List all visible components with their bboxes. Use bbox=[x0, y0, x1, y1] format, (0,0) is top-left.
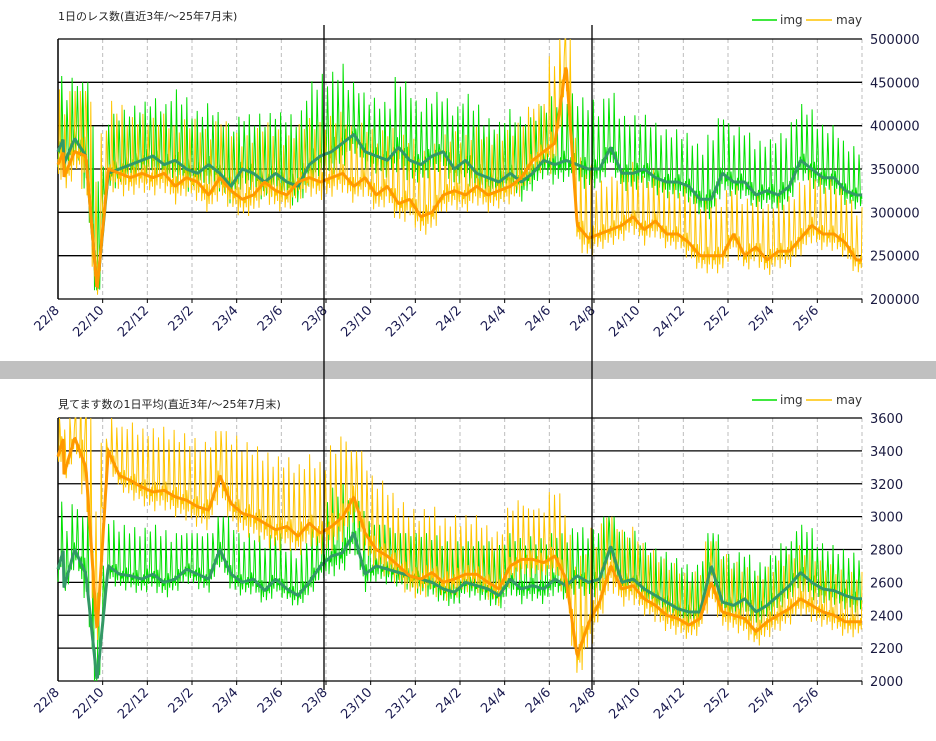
x-tick-label: 23/12 bbox=[383, 303, 420, 340]
y-tick-label: 350000 bbox=[870, 163, 920, 178]
y-tick-label: 450000 bbox=[870, 76, 920, 91]
x-tick-label: 23/10 bbox=[338, 303, 375, 340]
x-tick-label: 22/12 bbox=[115, 685, 152, 722]
x-tick-label: 25/2 bbox=[702, 685, 733, 716]
legend-may-label: may bbox=[836, 13, 862, 27]
x-tick-label: 24/10 bbox=[606, 685, 643, 722]
x-tick-label: 25/6 bbox=[791, 685, 822, 716]
x-tick-label: 22/12 bbox=[115, 303, 152, 340]
y-tick-label: 3600 bbox=[870, 412, 903, 427]
y-tick-label: 300000 bbox=[870, 206, 920, 221]
x-tick-label: 25/4 bbox=[746, 685, 777, 716]
y-tick-label: 2400 bbox=[870, 609, 903, 624]
x-tick-label: 24/6 bbox=[523, 685, 554, 716]
x-tick-label: 23/6 bbox=[255, 303, 286, 334]
y-tick-label: 2800 bbox=[870, 544, 903, 559]
x-tick-label: 24/12 bbox=[651, 685, 688, 722]
x-tick-label: 23/8 bbox=[300, 685, 331, 716]
chart-title: 見てます数の1日平均(直近3年/～25年7月末) bbox=[58, 397, 281, 411]
x-tick-label: 23/4 bbox=[210, 303, 241, 334]
legend-may-label: may bbox=[836, 393, 862, 407]
legend-img-label: img bbox=[780, 13, 803, 27]
y-tick-label: 2600 bbox=[870, 576, 903, 591]
x-tick-label: 24/2 bbox=[434, 303, 465, 334]
y-tick-label: 250000 bbox=[870, 250, 920, 265]
x-tick-label: 24/8 bbox=[568, 303, 599, 334]
x-tick-label: 24/10 bbox=[606, 303, 643, 340]
x-tick-label: 23/10 bbox=[338, 685, 375, 722]
y-tick-label: 3000 bbox=[870, 511, 903, 526]
chart-viewers-average: 見てます数の1日平均(直近3年/～25年7月末) 2000 2200 2400 2600… bbox=[32, 393, 904, 722]
series-img-average-line bbox=[56, 132, 862, 289]
section-separator bbox=[0, 361, 936, 379]
x-tick-label: 25/2 bbox=[702, 303, 733, 334]
x-tick-label: 23/2 bbox=[166, 303, 197, 334]
x-tick-label: 25/4 bbox=[746, 303, 777, 334]
marker-lines bbox=[323, 25, 593, 690]
x-tick-label: 23/12 bbox=[383, 685, 420, 722]
legend-img-label: img bbox=[780, 393, 803, 407]
x-tick-label: 24/6 bbox=[523, 303, 554, 334]
x-tick-label: 24/4 bbox=[478, 685, 509, 716]
x-tick-label: 23/4 bbox=[210, 685, 241, 716]
series-may-average-line bbox=[56, 436, 862, 659]
y-tick-label: 3400 bbox=[870, 445, 903, 460]
x-tick-label: 24/12 bbox=[651, 303, 688, 340]
x-tick-label: 22/10 bbox=[70, 685, 107, 722]
x-tick-label: 24/8 bbox=[568, 685, 599, 716]
y-tick-label: 3200 bbox=[870, 478, 903, 493]
x-tick-label: 23/8 bbox=[300, 303, 331, 334]
chart-res-count: 1日のレス数(直近3年/～25年7月末) 200000 250000 300000 35… bbox=[32, 9, 920, 340]
x-tick-label: 22/10 bbox=[70, 303, 107, 340]
y-tick-label: 2200 bbox=[870, 642, 903, 657]
x-tick-label: 25/6 bbox=[791, 303, 822, 334]
x-tick-label: 24/4 bbox=[478, 303, 509, 334]
x-tick-label: 23/2 bbox=[166, 685, 197, 716]
x-tick-label: 24/2 bbox=[434, 685, 465, 716]
x-tick-label: 23/6 bbox=[255, 685, 286, 716]
series-img-average-line bbox=[56, 531, 862, 680]
series-may-average-line bbox=[56, 67, 862, 289]
y-tick-label: 200000 bbox=[870, 293, 920, 308]
x-tick-label: 22/8 bbox=[32, 303, 63, 334]
y-tick-label: 2000 bbox=[870, 675, 903, 690]
x-tick-label: 22/8 bbox=[32, 685, 63, 716]
y-tick-label: 400000 bbox=[870, 120, 920, 135]
chart-title: 1日のレス数(直近3年/～25年7月末) bbox=[58, 9, 237, 23]
y-tick-label: 500000 bbox=[870, 33, 920, 48]
